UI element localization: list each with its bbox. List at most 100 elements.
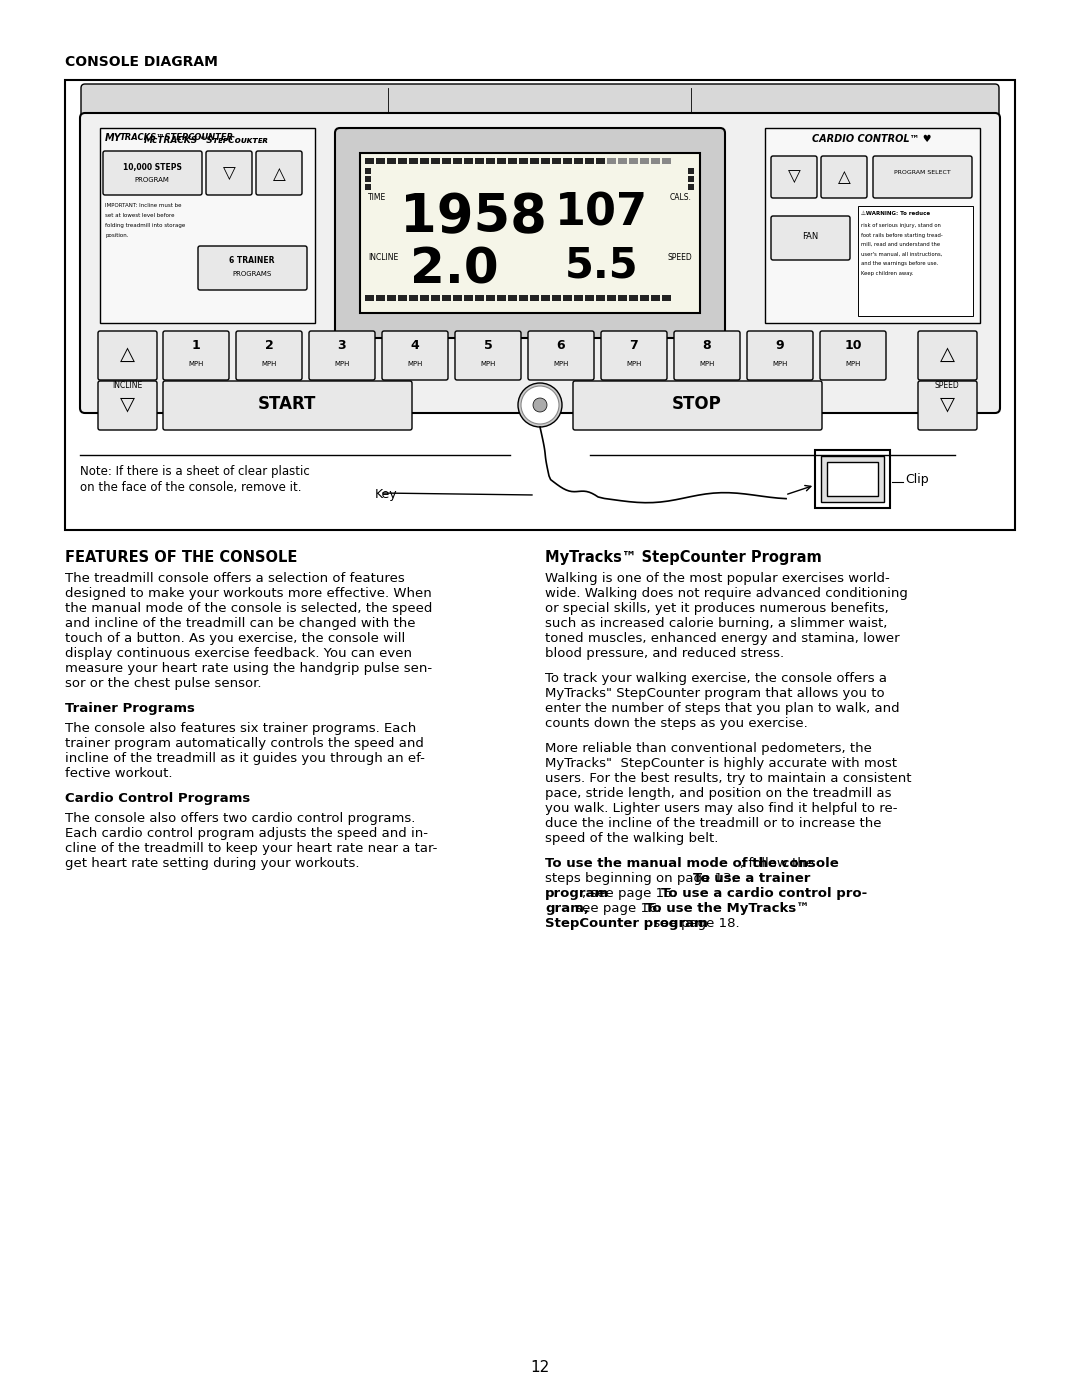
Bar xyxy=(431,158,440,163)
Bar xyxy=(821,455,885,502)
Text: Cardio Control Programs: Cardio Control Programs xyxy=(65,792,251,805)
FancyBboxPatch shape xyxy=(309,331,375,380)
Text: Clip: Clip xyxy=(905,472,929,486)
Text: 107: 107 xyxy=(555,191,648,235)
Text: 2: 2 xyxy=(265,339,273,352)
FancyBboxPatch shape xyxy=(771,156,816,198)
FancyBboxPatch shape xyxy=(747,331,813,380)
Text: Walking is one of the most popular exercises world-: Walking is one of the most popular exerc… xyxy=(545,571,890,585)
Text: To use the MyTracks™: To use the MyTracks™ xyxy=(646,902,810,915)
Text: users. For the best results, try to maintain a consistent: users. For the best results, try to main… xyxy=(545,773,912,785)
Text: blood pressure, and reduced stress.: blood pressure, and reduced stress. xyxy=(545,647,784,659)
Bar xyxy=(530,158,539,163)
Text: toned muscles, enhanced energy and stamina, lower: toned muscles, enhanced energy and stami… xyxy=(545,631,900,645)
Text: 10: 10 xyxy=(845,339,862,352)
Bar xyxy=(858,205,973,316)
Text: △: △ xyxy=(940,345,955,365)
Text: STOP: STOP xyxy=(672,395,721,414)
Text: 1958: 1958 xyxy=(400,191,546,243)
FancyBboxPatch shape xyxy=(918,331,977,380)
Text: 2.0: 2.0 xyxy=(410,244,499,293)
Text: TIME: TIME xyxy=(368,193,387,203)
Text: counts down the steps as you exercise.: counts down the steps as you exercise. xyxy=(545,717,808,731)
FancyBboxPatch shape xyxy=(163,381,411,430)
Bar xyxy=(541,158,550,163)
Bar xyxy=(765,129,980,323)
Bar xyxy=(563,158,572,163)
Bar xyxy=(442,295,451,300)
FancyBboxPatch shape xyxy=(674,331,740,380)
Bar xyxy=(607,158,616,163)
Bar xyxy=(596,158,605,163)
Bar xyxy=(486,158,495,163)
FancyBboxPatch shape xyxy=(382,331,448,380)
Text: folding treadmill into storage: folding treadmill into storage xyxy=(105,224,186,228)
FancyBboxPatch shape xyxy=(237,331,302,380)
FancyBboxPatch shape xyxy=(873,156,972,198)
Text: duce the incline of the treadmill or to increase the: duce the incline of the treadmill or to … xyxy=(545,817,881,830)
Bar xyxy=(442,158,451,163)
Bar xyxy=(662,158,671,163)
Bar xyxy=(629,295,638,300)
Bar xyxy=(618,295,627,300)
Bar xyxy=(508,295,517,300)
Bar xyxy=(376,158,384,163)
Text: enter the number of steps that you plan to walk, and: enter the number of steps that you plan … xyxy=(545,703,900,715)
Text: The console also features six trainer programs. Each: The console also features six trainer pr… xyxy=(65,722,416,735)
Text: position.: position. xyxy=(105,233,129,237)
Text: the manual mode of the console is selected, the speed: the manual mode of the console is select… xyxy=(65,602,432,615)
Text: steps beginning on page 13.: steps beginning on page 13. xyxy=(545,872,740,886)
Text: PROGRAMS: PROGRAMS xyxy=(232,271,272,277)
Bar xyxy=(519,158,528,163)
Bar xyxy=(100,129,315,323)
FancyBboxPatch shape xyxy=(455,331,521,380)
Text: To use a cardio control pro-: To use a cardio control pro- xyxy=(661,887,867,900)
Text: More reliable than conventional pedometers, the: More reliable than conventional pedomete… xyxy=(545,742,872,754)
Text: , see page 15.: , see page 15. xyxy=(582,887,681,900)
Text: MPH: MPH xyxy=(553,360,569,367)
Text: PROGRAM SELECT: PROGRAM SELECT xyxy=(893,170,950,175)
FancyBboxPatch shape xyxy=(81,84,999,117)
Circle shape xyxy=(518,383,562,427)
Text: MPH: MPH xyxy=(846,360,861,367)
Bar xyxy=(573,295,583,300)
Text: The console also offers two cardio control programs.: The console also offers two cardio contr… xyxy=(65,812,416,826)
Text: MyTracks"  StepCounter is highly accurate with most: MyTracks" StepCounter is highly accurate… xyxy=(545,757,897,770)
Bar xyxy=(453,158,462,163)
Text: display continuous exercise feedback. You can even: display continuous exercise feedback. Yo… xyxy=(65,647,411,659)
FancyBboxPatch shape xyxy=(98,331,157,380)
Text: , follow the: , follow the xyxy=(741,856,814,870)
Bar xyxy=(508,158,517,163)
Bar xyxy=(640,295,649,300)
Text: MyTracks™ StepCounter Program: MyTracks™ StepCounter Program xyxy=(545,550,822,564)
Text: on the face of the console, remove it.: on the face of the console, remove it. xyxy=(80,481,301,495)
Text: StepCounter program: StepCounter program xyxy=(545,916,707,930)
Text: and the warnings before use.: and the warnings before use. xyxy=(861,261,939,265)
Text: ▽: ▽ xyxy=(120,395,135,414)
FancyBboxPatch shape xyxy=(918,381,977,430)
Text: 3: 3 xyxy=(338,339,347,352)
Text: CALS.: CALS. xyxy=(670,193,692,203)
Text: 9: 9 xyxy=(775,339,784,352)
Bar xyxy=(596,295,605,300)
Bar xyxy=(662,295,671,300)
Text: Trainer Programs: Trainer Programs xyxy=(65,703,194,715)
FancyBboxPatch shape xyxy=(335,129,725,338)
Text: ▽: ▽ xyxy=(787,168,800,186)
Bar xyxy=(464,295,473,300)
Text: risk of serious injury, stand on: risk of serious injury, stand on xyxy=(861,224,941,228)
Bar xyxy=(497,295,507,300)
Text: ▽: ▽ xyxy=(222,165,235,183)
Bar xyxy=(409,295,418,300)
FancyBboxPatch shape xyxy=(256,151,302,196)
Text: 1: 1 xyxy=(191,339,201,352)
Text: ▽: ▽ xyxy=(940,395,955,414)
Text: 10,000 STEPS: 10,000 STEPS xyxy=(122,163,181,172)
Text: cline of the treadmill to keep your heart rate near a tar-: cline of the treadmill to keep your hear… xyxy=(65,842,437,855)
Text: touch of a button. As you exercise, the console will: touch of a button. As you exercise, the … xyxy=(65,631,405,645)
Text: foot rails before starting tread-: foot rails before starting tread- xyxy=(861,232,943,237)
Text: 8: 8 xyxy=(703,339,712,352)
FancyBboxPatch shape xyxy=(600,331,667,380)
Text: INCLINE: INCLINE xyxy=(112,381,143,390)
Bar xyxy=(618,158,627,163)
